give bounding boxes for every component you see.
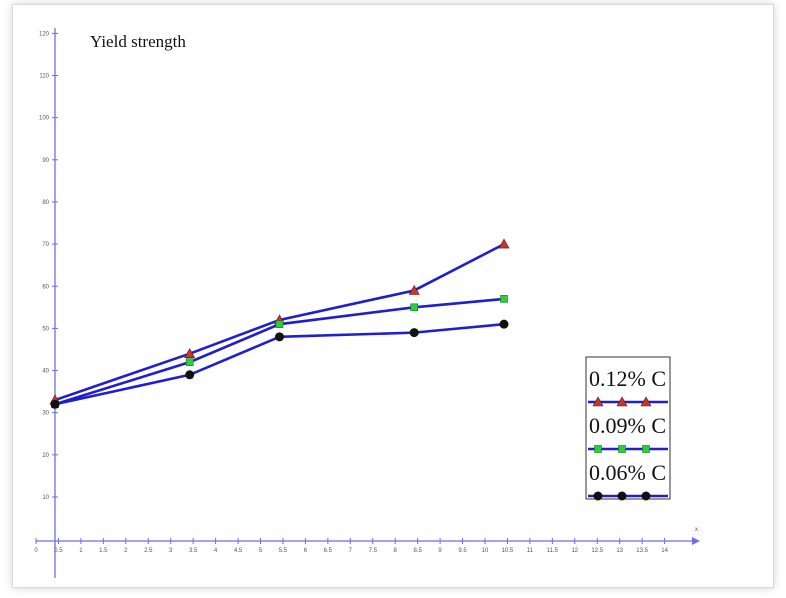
x-tick-label: 0 [34, 548, 38, 554]
data-point-1 [500, 295, 508, 303]
x-tick-label: 9 [438, 548, 442, 554]
data-point-0 [408, 284, 420, 295]
y-tick-label: 110 [39, 74, 49, 80]
x-tick-label: 2.5 [144, 548, 153, 554]
legend-marker-0 [640, 396, 652, 407]
x-tick-label: 9.5 [458, 548, 467, 554]
x-tick-label: 10 [482, 548, 489, 554]
x-axis-arrow [692, 537, 700, 545]
x-tick-label: 3.5 [189, 548, 198, 554]
data-point-2 [499, 319, 509, 329]
y-tick-label: 30 [42, 411, 49, 417]
x-tick-label: 10.5 [502, 548, 514, 554]
legend-label-0: 0.12% C [589, 366, 666, 391]
data-point-2 [185, 370, 195, 380]
legend-marker-2 [641, 491, 651, 501]
x-tick-label: 6 [304, 548, 308, 554]
data-point-2 [409, 328, 419, 338]
legend-marker-2 [593, 491, 603, 501]
y-tick-label: 80 [42, 200, 49, 206]
x-tick-label: 12.5 [591, 548, 603, 554]
x-tick-label: 5 [259, 548, 263, 554]
legend-marker-2 [617, 491, 627, 501]
y-tick-label: 60 [42, 284, 49, 290]
data-point-1 [275, 320, 284, 328]
x-tick-label: 5.5 [279, 548, 288, 554]
x-tick-label: 13.5 [636, 548, 648, 554]
data-point-2 [50, 399, 60, 409]
y-tick-label: 100 [39, 116, 50, 122]
data-point-0 [184, 348, 196, 358]
x-tick-label: 11 [527, 548, 534, 554]
x-tick-label: 11.5 [547, 548, 559, 554]
x-tick-label: 8 [394, 548, 398, 554]
x-tick-label: 7 [349, 548, 353, 554]
x-axis-end-label: x [695, 527, 698, 533]
y-tick-label: 10 [42, 495, 49, 501]
x-tick-label: 14 [661, 548, 668, 554]
data-point-2 [275, 332, 284, 342]
x-tick-label: 0.5 [54, 548, 63, 554]
legend-marker-1 [594, 445, 602, 453]
x-tick-label: 13 [616, 548, 623, 554]
x-tick-label: 6.5 [324, 548, 333, 554]
legend-marker-1 [642, 445, 650, 453]
data-point-0 [498, 238, 510, 249]
legend-marker-0 [592, 396, 604, 407]
x-tick-label: 2 [124, 548, 128, 554]
legend-box [585, 356, 671, 500]
y-tick-label: 50 [42, 326, 49, 332]
y-tick-label: 120 [39, 31, 50, 37]
y-tick-label: 70 [42, 242, 49, 248]
legend-label-1: 0.09% C [589, 413, 666, 438]
legend-label-2: 0.06% C [589, 460, 666, 485]
x-tick-label: 7.5 [369, 548, 378, 554]
x-tick-label: 1 [79, 548, 83, 554]
x-tick-label: 3 [169, 548, 173, 554]
data-point-1 [185, 358, 194, 366]
y-tick-label: 20 [42, 453, 49, 459]
chart-title: Yield strength [90, 32, 186, 51]
x-tick-label: 4 [214, 548, 218, 554]
x-tick-label: 4.5 [234, 548, 243, 554]
x-tick-label: 1.5 [99, 548, 108, 554]
x-tick-label: 12 [571, 548, 578, 554]
y-tick-label: 90 [42, 158, 49, 164]
legend-marker-1 [618, 445, 626, 453]
legend-marker-0 [616, 396, 628, 407]
x-tick-label: 8.5 [413, 548, 422, 554]
data-point-1 [410, 303, 419, 312]
y-tick-label: 40 [42, 369, 49, 375]
